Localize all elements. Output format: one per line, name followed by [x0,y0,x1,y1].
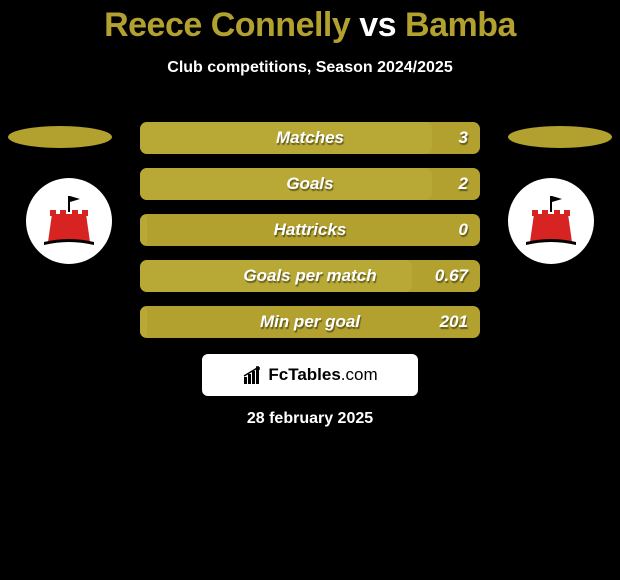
castle-icon [520,190,582,252]
stat-label: Matches [140,128,480,148]
stats-container: Matches3Goals2Hattricks0Goals per match0… [140,122,480,352]
bar-chart-icon [242,364,264,386]
avatar-player2 [508,178,594,264]
avatar-player1 [26,178,112,264]
stat-value-right: 0.67 [435,266,468,286]
stat-value-right: 2 [459,174,468,194]
stat-row: Goals2 [140,168,480,200]
stat-value-right: 3 [459,128,468,148]
stat-label: Min per goal [140,312,480,332]
header-ellipse-right [508,126,612,148]
stat-label: Goals per match [140,266,480,286]
stat-value-right: 201 [440,312,468,332]
title-player2: Bamba [405,6,516,44]
title-player1: Reece Connelly [104,6,350,44]
stat-value-right: 0 [459,220,468,240]
stat-row: Matches3 [140,122,480,154]
stat-row: Min per goal201 [140,306,480,338]
stat-row: Hattricks0 [140,214,480,246]
brand-text: FcTables.com [268,365,377,385]
title-vs: vs [359,6,396,44]
stat-label: Goals [140,174,480,194]
page-title: Reece Connelly vs Bamba [0,0,620,45]
stat-row: Goals per match0.67 [140,260,480,292]
stat-label: Hattricks [140,220,480,240]
header-ellipse-left [8,126,112,148]
subtitle: Club competitions, Season 2024/2025 [0,59,620,77]
date-label: 28 february 2025 [0,410,620,428]
castle-icon [38,190,100,252]
brand-badge[interactable]: FcTables.com [202,354,418,396]
